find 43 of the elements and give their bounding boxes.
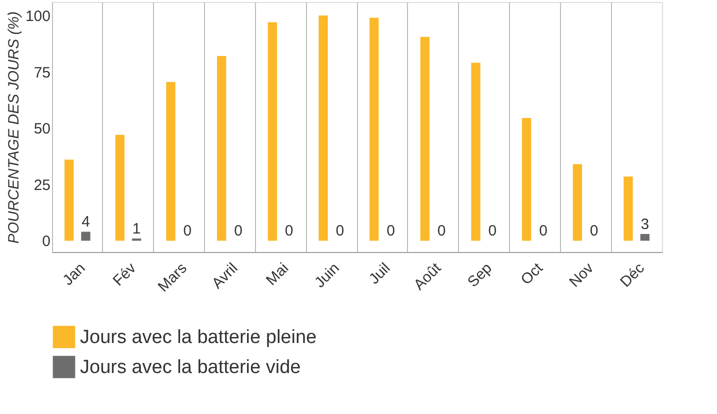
bar: [217, 56, 226, 241]
legend-label: Jours avec la batterie pleine: [80, 327, 317, 348]
bar: [624, 176, 633, 241]
data-label: 0: [488, 222, 497, 240]
bar: [640, 234, 650, 241]
bar: [420, 36, 430, 241]
data-label: 0: [386, 222, 395, 240]
data-label: 0: [336, 222, 344, 240]
y-axis-title: POURCENTAGE DES JOURS (%): [5, 11, 22, 244]
y-tick-label: 0: [42, 233, 50, 250]
data-label: 3: [640, 216, 650, 233]
x-tick-label: Jan: [60, 260, 89, 289]
x-tick-label: Juil: [366, 260, 394, 288]
data-label: 0: [437, 222, 446, 240]
x-tick-label: Nov: [566, 259, 598, 291]
data-label: 0: [284, 222, 294, 240]
data-label: 0: [590, 222, 598, 240]
legend-label: Jours avec la batterie vide: [80, 357, 301, 378]
data-label: 4: [82, 214, 90, 231]
data-label: 1: [132, 220, 141, 238]
y-tick-label: 100: [25, 8, 50, 26]
data-label: 0: [183, 222, 192, 240]
data-label: 0: [234, 222, 242, 240]
bar: [81, 232, 90, 241]
bar: [471, 62, 480, 241]
x-tick-label: Juin: [311, 260, 343, 292]
x-tick-label: Déc: [617, 259, 648, 291]
bar: [166, 82, 176, 241]
bar: [115, 134, 124, 241]
bar: [268, 22, 277, 241]
x-tick-label: Mai: [262, 260, 292, 289]
bar: [572, 164, 582, 241]
data-label: 0: [539, 222, 548, 240]
y-tick-label: 75: [34, 64, 50, 82]
x-tick-label: Fév: [110, 259, 140, 290]
x-tick-label: Oct: [518, 259, 547, 288]
bar: [370, 18, 379, 241]
bar: [64, 160, 74, 241]
y-tick-label: 50: [34, 120, 50, 138]
y-tick-label: 25: [34, 176, 50, 194]
bar: [522, 118, 532, 241]
bar: [318, 16, 328, 241]
x-tick-label: Sep: [464, 260, 496, 291]
